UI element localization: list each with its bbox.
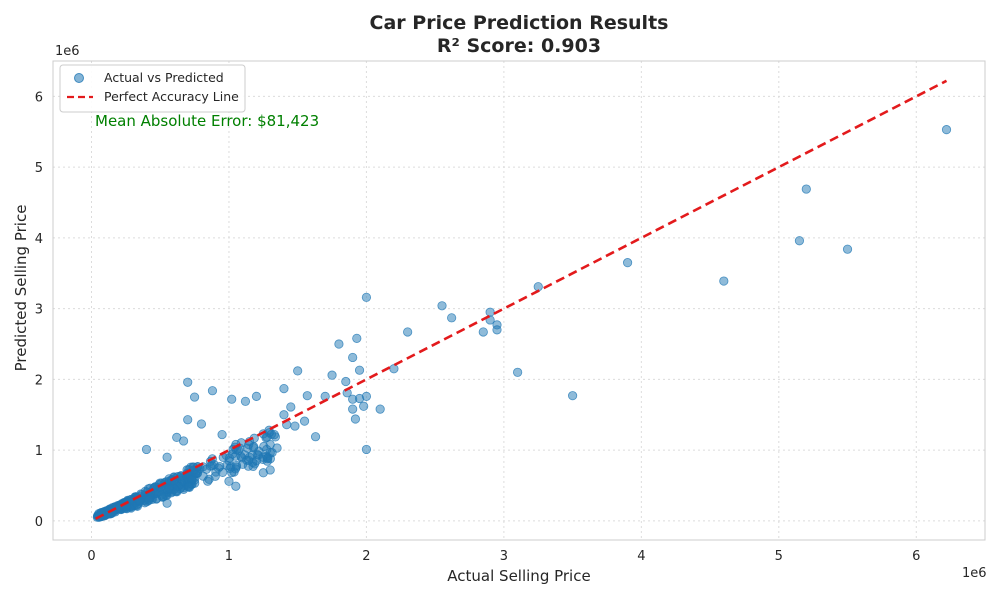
data-point xyxy=(437,301,447,311)
data-point xyxy=(350,414,361,424)
y-axis-label: Predicted Selling Price xyxy=(12,205,30,372)
data-point xyxy=(478,327,488,337)
data-point xyxy=(341,376,351,387)
x-offset-label: 1e6 xyxy=(962,566,987,581)
data-point xyxy=(251,456,262,466)
data-point xyxy=(184,482,194,492)
data-point xyxy=(389,364,399,374)
data-point xyxy=(622,258,633,268)
data-point xyxy=(279,383,289,394)
grid xyxy=(53,61,985,540)
chart-subtitle: R² Score: 0.903 xyxy=(437,35,601,57)
legend-box xyxy=(59,64,246,113)
legend: Actual vs Predicted Perfect Accuracy Lin… xyxy=(59,64,246,113)
data-point xyxy=(189,392,200,402)
data-point xyxy=(251,391,262,401)
data-point xyxy=(327,370,337,380)
data-point xyxy=(162,452,172,462)
data-point xyxy=(144,495,154,505)
y-tick-label: 4 xyxy=(35,232,43,247)
x-tick-label: 1 xyxy=(225,549,233,564)
data-point xyxy=(198,471,208,481)
data-point xyxy=(310,432,321,442)
data-point xyxy=(217,429,227,440)
x-tick-label: 2 xyxy=(362,549,370,564)
y-tick-labels: 0 1 2 3 4 5 6 xyxy=(35,90,43,530)
plot-frame xyxy=(52,60,986,541)
data-point xyxy=(485,307,495,317)
data-point xyxy=(224,476,234,486)
data-point xyxy=(375,404,385,414)
data-point xyxy=(262,454,273,464)
data-point xyxy=(290,421,300,431)
data-point xyxy=(447,313,457,323)
chart-title: Car Price Prediction Results xyxy=(370,12,669,34)
data-point xyxy=(240,396,251,406)
y-tick-label: 1 xyxy=(35,444,43,459)
data-point xyxy=(164,483,174,494)
data-point xyxy=(513,367,523,377)
y-tick-label: 2 xyxy=(35,373,43,388)
data-point xyxy=(286,402,296,412)
data-point xyxy=(227,394,237,404)
data-point xyxy=(238,459,248,469)
data-point xyxy=(354,365,365,375)
x-tick-labels: 0 1 2 3 4 5 6 xyxy=(87,549,920,564)
legend-scatter-marker xyxy=(74,73,84,83)
data-point xyxy=(842,244,853,254)
y-tick-label: 3 xyxy=(35,303,43,318)
data-point xyxy=(141,444,152,455)
y-tick-label: 0 xyxy=(35,515,43,530)
reference-lines xyxy=(95,79,948,520)
data-point xyxy=(157,490,167,500)
data-point xyxy=(334,339,344,349)
data-point xyxy=(719,276,729,286)
data-point xyxy=(941,125,952,135)
data-point xyxy=(352,333,362,343)
data-point xyxy=(172,432,182,443)
data-point xyxy=(183,377,193,387)
data-point xyxy=(568,391,578,401)
x-tick-label: 4 xyxy=(637,549,645,564)
x-tick-label: 3 xyxy=(500,549,508,564)
data-point xyxy=(299,416,310,426)
y-offset-label: 1e6 xyxy=(55,44,80,59)
data-point xyxy=(210,471,220,481)
data-point xyxy=(361,444,372,455)
legend-scatter-label: Actual vs Predicted xyxy=(104,70,224,85)
data-point xyxy=(209,459,219,470)
data-point xyxy=(249,442,259,452)
data-point xyxy=(293,366,303,376)
data-point xyxy=(279,410,289,420)
data-point xyxy=(348,404,358,414)
data-point xyxy=(348,394,358,404)
data-point xyxy=(348,352,358,363)
x-tick-label: 0 xyxy=(87,549,95,564)
data-point xyxy=(225,463,235,474)
mae-annotation: Mean Absolute Error: $81,423 xyxy=(95,112,319,130)
x-tick-label: 5 xyxy=(775,549,783,564)
y-tick-label: 6 xyxy=(35,90,43,105)
data-point xyxy=(794,236,805,246)
perfect-accuracy-line xyxy=(95,79,948,520)
y-tick-label: 5 xyxy=(35,161,43,176)
data-point xyxy=(162,498,172,508)
data-point xyxy=(207,386,218,396)
x-tick-label: 6 xyxy=(912,549,920,564)
data-point xyxy=(302,391,312,401)
data-point xyxy=(183,415,193,425)
x-axis-label: Actual Selling Price xyxy=(447,567,590,585)
data-point xyxy=(361,292,372,302)
data-point xyxy=(359,401,369,411)
data-point xyxy=(801,184,811,194)
data-point xyxy=(265,439,275,450)
data-point xyxy=(231,481,241,491)
data-point xyxy=(492,325,502,335)
legend-line-label: Perfect Accuracy Line xyxy=(104,89,239,104)
data-point xyxy=(196,419,207,429)
data-point xyxy=(258,468,268,478)
data-point xyxy=(403,327,413,337)
